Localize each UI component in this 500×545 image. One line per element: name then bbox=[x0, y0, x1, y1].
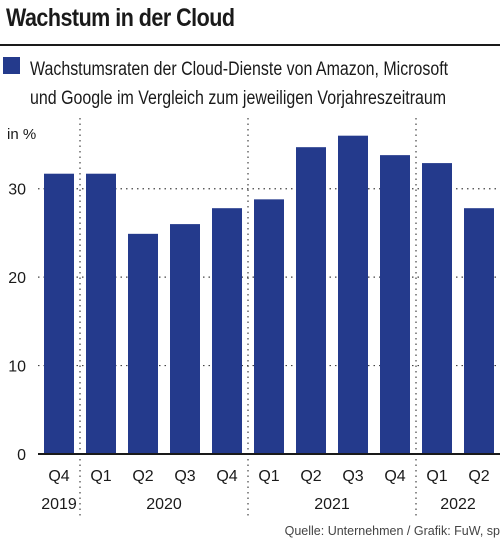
y-tick-label: 0 bbox=[17, 447, 26, 464]
chart-title: Wachstum in der Cloud bbox=[6, 4, 235, 32]
bar bbox=[44, 173, 74, 454]
legend-line-1: Wachstumsraten der Cloud-Dienste von Ama… bbox=[30, 59, 449, 80]
x-tick-label: Q2 bbox=[132, 468, 153, 485]
bar bbox=[86, 173, 116, 454]
y-tick-label: 20 bbox=[8, 270, 26, 287]
bar bbox=[212, 208, 242, 454]
x-tick-label: Q4 bbox=[216, 468, 237, 485]
year-label: 2022 bbox=[440, 496, 476, 513]
bar bbox=[464, 208, 494, 454]
year-label: 2020 bbox=[146, 496, 182, 513]
x-tick-label: Q3 bbox=[342, 468, 363, 485]
legend-text: Wachstumsraten der Cloud-Dienste von Ama… bbox=[30, 55, 448, 113]
y-tick-label: 10 bbox=[8, 359, 26, 376]
y-tick-label: 30 bbox=[8, 182, 26, 199]
bar bbox=[254, 199, 284, 454]
x-tick-label: Q3 bbox=[174, 468, 195, 485]
source-credit: Quelle: Unternehmen / Grafik: FuW, sp bbox=[284, 524, 500, 538]
x-tick-label: Q4 bbox=[384, 468, 405, 485]
x-tick-label: Q1 bbox=[426, 468, 447, 485]
y-unit-label: in % bbox=[7, 126, 37, 143]
x-tick-label: Q1 bbox=[258, 468, 279, 485]
x-tick-label: Q4 bbox=[48, 468, 69, 485]
x-tick-label: Q1 bbox=[90, 468, 111, 485]
bar bbox=[128, 233, 158, 454]
legend-swatch bbox=[3, 57, 20, 74]
year-label: 2021 bbox=[314, 496, 350, 513]
bar bbox=[338, 135, 368, 454]
bar bbox=[422, 163, 452, 455]
bar bbox=[170, 224, 200, 454]
bar bbox=[296, 147, 326, 454]
x-tick-label: Q2 bbox=[300, 468, 321, 485]
bar bbox=[380, 155, 410, 454]
title-rule bbox=[0, 44, 500, 46]
year-label: 2019 bbox=[41, 496, 77, 513]
x-tick-label: Q2 bbox=[468, 468, 489, 485]
legend-line-2: und Google im Vergleich zum jeweiligen V… bbox=[30, 88, 447, 109]
